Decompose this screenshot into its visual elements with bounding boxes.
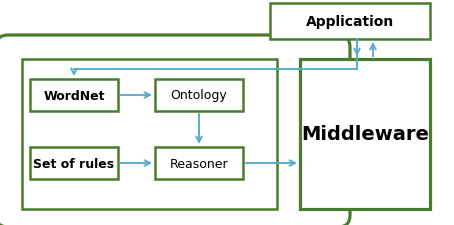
Text: Application: Application [306,15,394,29]
Text: Middleware: Middleware [301,125,429,144]
Bar [300,60,430,209]
Bar [22,60,277,209]
Bar [30,80,118,112]
Bar [270,4,430,40]
Text: WordNet: WordNet [43,89,105,102]
Text: Ontology: Ontology [171,89,227,102]
Bar [155,80,243,112]
Text: Reasoner: Reasoner [170,157,228,170]
FancyBboxPatch shape [0,36,350,225]
Bar [30,147,118,179]
Text: Set of rules: Set of rules [34,157,114,170]
Bar [155,147,243,179]
